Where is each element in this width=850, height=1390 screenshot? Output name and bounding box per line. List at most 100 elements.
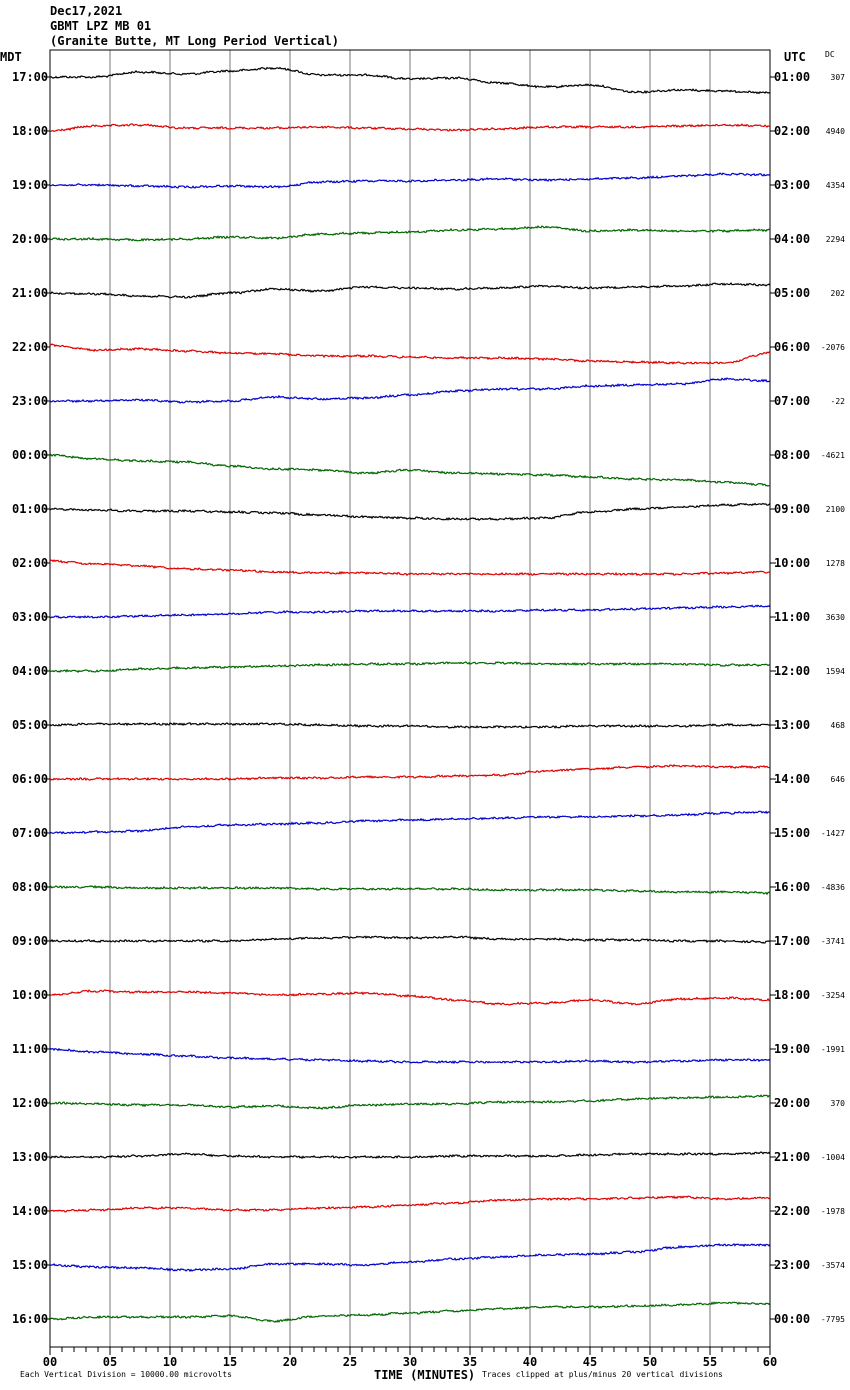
dc-value: 370	[831, 1099, 846, 1108]
dc-value: 468	[831, 721, 846, 730]
x-tick-label: 05	[103, 1355, 117, 1369]
x-tick-label: 30	[403, 1355, 417, 1369]
clip-note: Traces clipped at plus/minus 20 vertical…	[482, 1370, 723, 1379]
dc-value: 4354	[826, 181, 845, 190]
dc-value: 3630	[826, 613, 845, 622]
utc-hour-label: 01:00	[774, 70, 810, 84]
dc-value: 2294	[826, 235, 845, 244]
utc-hour-label: 11:00	[774, 610, 810, 624]
mdt-hour-label: 01:00	[12, 502, 48, 516]
trace-line	[49, 225, 771, 242]
dc-column-label: DC	[825, 50, 835, 59]
x-tick-label: 50	[643, 1355, 657, 1369]
mdt-hour-label: 17:00	[12, 70, 48, 84]
utc-hour-label: 14:00	[774, 772, 810, 786]
trace-line	[49, 810, 771, 835]
dc-value: -1978	[821, 1207, 845, 1216]
dc-value: 1594	[826, 667, 845, 676]
dc-value: -4836	[821, 883, 845, 892]
mdt-hour-label: 14:00	[12, 1204, 48, 1218]
trace-line	[49, 343, 771, 365]
utc-hour-label: 10:00	[774, 556, 810, 570]
x-tick-label: 00	[43, 1355, 57, 1369]
trace-line	[49, 1047, 771, 1065]
utc-hour-label: 15:00	[774, 826, 810, 840]
utc-hour-label: 07:00	[774, 394, 810, 408]
mdt-hour-label: 00:00	[12, 448, 48, 462]
utc-hour-label: 12:00	[774, 664, 810, 678]
x-tick-label: 40	[523, 1355, 537, 1369]
mdt-hour-label: 02:00	[12, 556, 48, 570]
mdt-hour-label: 10:00	[12, 988, 48, 1002]
scale-note: Each Vertical Division = 10000.00 microv…	[20, 1370, 232, 1379]
mdt-hour-label: 23:00	[12, 394, 48, 408]
dc-value: 1278	[826, 559, 845, 568]
mdt-hour-label: 12:00	[12, 1096, 48, 1110]
dc-value: -1427	[821, 829, 845, 838]
utc-hour-label: 08:00	[774, 448, 810, 462]
dc-value: -22	[831, 397, 846, 406]
trace-line	[49, 453, 771, 487]
trace-line	[49, 1151, 771, 1160]
dc-value: -1991	[821, 1045, 845, 1054]
utc-hour-label: 23:00	[774, 1258, 810, 1272]
dc-value: -4621	[821, 451, 845, 460]
mdt-labels: 17:00 18:00 19:00 20:00 21:00 22:00 23:00 00:00…	[12, 70, 50, 1326]
time-axis: 00 05 10 15 20 25 30 35 40 45 50 55 60	[43, 1347, 777, 1369]
mdt-hour-label: 19:00	[12, 178, 48, 192]
utc-hour-label: 13:00	[774, 718, 810, 732]
mdt-hour-label: 13:00	[12, 1150, 48, 1164]
time-axis-title: TIME (MINUTES)	[374, 1368, 475, 1382]
x-tick-label: 60	[763, 1355, 777, 1369]
mdt-hour-label: 16:00	[12, 1312, 48, 1326]
mdt-hour-label: 18:00	[12, 124, 48, 138]
trace-line	[49, 935, 771, 944]
mdt-hour-label: 20:00	[12, 232, 48, 246]
utc-hour-label: 06:00	[774, 340, 810, 354]
mdt-hour-label: 05:00	[12, 718, 48, 732]
trace-line	[49, 1195, 771, 1213]
utc-zone-label: UTC	[784, 50, 806, 64]
mdt-hour-label: 21:00	[12, 286, 48, 300]
dc-value: 646	[831, 775, 846, 784]
utc-hour-label: 16:00	[774, 880, 810, 894]
trace-line	[49, 1301, 771, 1323]
dc-values: 307 4940 4354 2294 202 -2076 -22 -4621 2100 1278 3…	[821, 73, 845, 1324]
minute-grid	[109, 50, 711, 1347]
trace-line	[49, 1094, 771, 1110]
trace-line	[49, 502, 771, 521]
trace-line	[49, 123, 771, 133]
dc-value: -2076	[821, 343, 845, 352]
utc-hour-label: 20:00	[774, 1096, 810, 1110]
trace-line	[49, 604, 771, 619]
utc-hour-label: 22:00	[774, 1204, 810, 1218]
trace-line	[49, 721, 771, 729]
utc-hour-label: 04:00	[774, 232, 810, 246]
utc-hour-label: 17:00	[774, 934, 810, 948]
trace-rows	[49, 66, 771, 1323]
x-tick-label: 25	[343, 1355, 357, 1369]
dc-value: 307	[831, 73, 846, 82]
mdt-hour-label: 11:00	[12, 1042, 48, 1056]
dc-value: 202	[831, 289, 846, 298]
mdt-hour-label: 15:00	[12, 1258, 48, 1272]
utc-hour-label: 05:00	[774, 286, 810, 300]
dc-value: -1004	[821, 1153, 845, 1162]
mdt-hour-label: 04:00	[12, 664, 48, 678]
trace-line	[49, 172, 771, 189]
x-tick-label: 10	[163, 1355, 177, 1369]
utc-hour-label: 03:00	[774, 178, 810, 192]
x-tick-label: 20	[283, 1355, 297, 1369]
dc-value: -3254	[821, 991, 845, 1000]
dc-value: 2100	[826, 505, 845, 514]
dc-value: -3574	[821, 1261, 845, 1270]
dc-value: -7795	[821, 1315, 845, 1324]
dc-value: -3741	[821, 937, 845, 946]
mdt-hour-label: 06:00	[12, 772, 48, 786]
mdt-hour-label: 03:00	[12, 610, 48, 624]
dc-value: 4940	[826, 127, 845, 136]
utc-hour-label: 19:00	[774, 1042, 810, 1056]
mdt-zone-label: MDT	[0, 50, 22, 64]
mdt-hour-label: 08:00	[12, 880, 48, 894]
trace-line	[49, 884, 771, 896]
